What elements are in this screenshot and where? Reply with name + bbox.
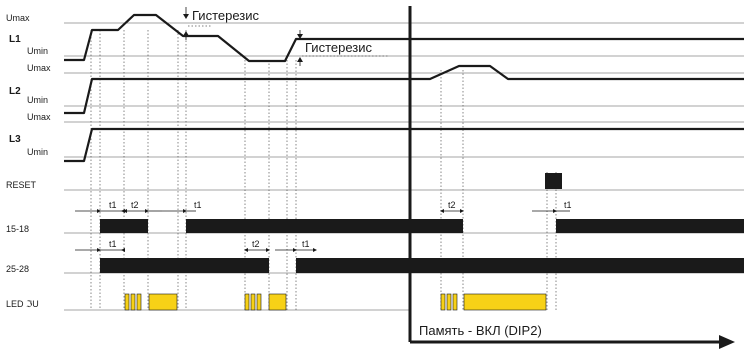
hysteresis-marker-2 xyxy=(297,30,388,66)
reset-label: RESET xyxy=(6,180,37,190)
hysteresis-marker-1 xyxy=(183,7,212,40)
l3-umax-label: Umax xyxy=(27,112,51,122)
svg-text:t2: t2 xyxy=(252,239,260,249)
led-label: LED ℑU xyxy=(6,299,39,309)
l2-umax-label: Umax xyxy=(27,63,51,73)
t1-marker-out2-a xyxy=(75,248,125,252)
led-blocks xyxy=(124,293,547,311)
svg-text:t1: t1 xyxy=(302,239,310,249)
l1-umin-label: Umin xyxy=(27,46,48,56)
t2-marker-out1 xyxy=(123,209,162,213)
svg-text:t1: t1 xyxy=(564,200,572,210)
out1-bars xyxy=(100,219,744,233)
l1-umax-label: Umax xyxy=(6,13,30,23)
out1-label: 15-18 xyxy=(6,224,29,234)
reset-pulse xyxy=(545,173,562,189)
l2-signal xyxy=(64,64,744,115)
memory-label: Память - ВКЛ (DIP2) xyxy=(419,323,542,338)
svg-text:t2: t2 xyxy=(131,200,139,210)
out2-bars xyxy=(100,258,744,273)
t2-marker-out1-b xyxy=(440,209,464,213)
svg-text:t2: t2 xyxy=(448,200,456,210)
t1-marker-out1-b xyxy=(162,209,196,213)
hysteresis-label-1: Гистерезис xyxy=(192,8,260,23)
l3-signal xyxy=(64,127,744,163)
l2-label: L2 xyxy=(9,86,21,97)
t1-marker-out1-c xyxy=(532,209,570,213)
memory-arrow xyxy=(408,6,735,349)
svg-text:t1: t1 xyxy=(109,200,117,210)
l3-umin-label: Umin xyxy=(27,147,48,157)
svg-text:t1: t1 xyxy=(109,239,117,249)
svg-text:t1: t1 xyxy=(194,200,202,210)
out2-label: 25-28 xyxy=(6,264,29,274)
l1-label: L1 xyxy=(9,34,21,45)
time-markers: t1 t2 t1 t2 t1 xyxy=(75,200,572,252)
l2-umin-label: Umin xyxy=(27,95,48,105)
t2-marker-out2 xyxy=(244,248,270,252)
t1-marker-out2-b xyxy=(275,248,317,252)
l3-label: L3 xyxy=(9,134,21,145)
l1-signal xyxy=(64,13,744,63)
hysteresis-label-2: Гистерезис xyxy=(305,40,373,55)
